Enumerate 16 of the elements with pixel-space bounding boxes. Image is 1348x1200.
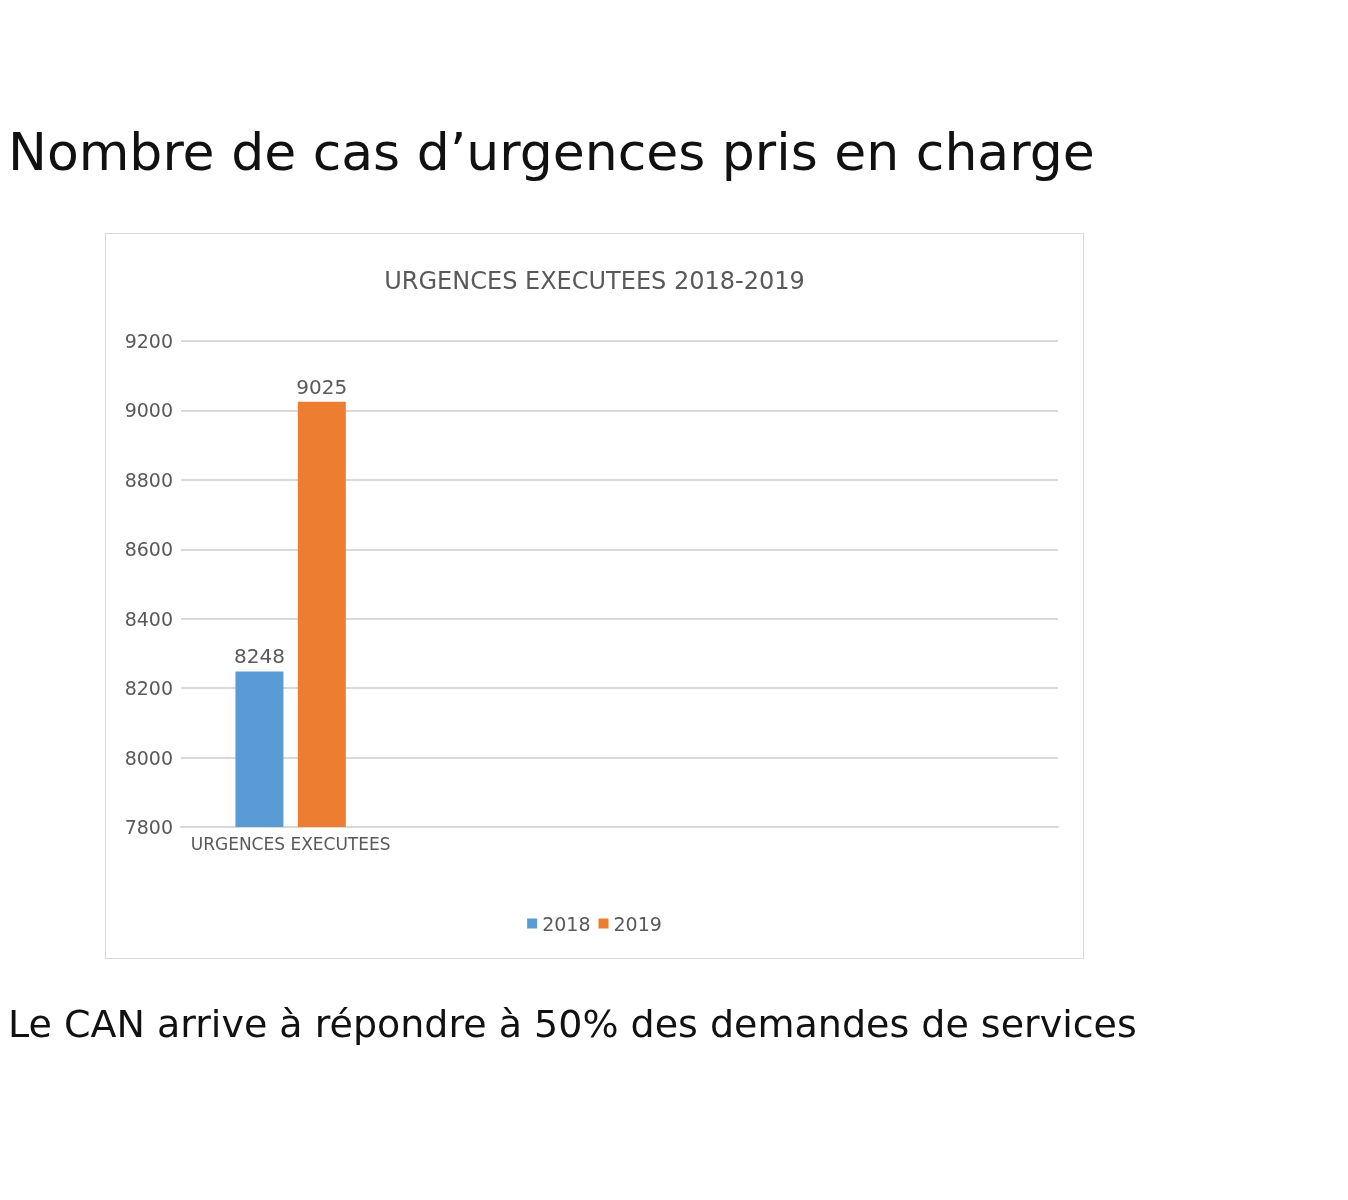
x-tick-label: URGENCES EXECUTEES: [190, 833, 391, 854]
y-tick-label: 9000: [124, 399, 173, 422]
y-tick-label: 7800: [124, 816, 173, 838]
legend-label: 2019: [613, 912, 662, 935]
y-tick-label: 8800: [124, 468, 173, 491]
data-label: 9025: [296, 374, 348, 399]
y-tick-label: 9200: [124, 330, 173, 352]
y-tick-label: 8600: [124, 538, 173, 561]
y-tick-label: 8200: [124, 677, 173, 700]
text: Le CAN arrive à répondre à 50% des demandes de services: [8, 1002, 1137, 1046]
text: URGENCES EXECUTEES 2018-2019: [384, 267, 805, 295]
legend-label: 2018: [542, 912, 591, 935]
data-label: 8248: [233, 644, 285, 669]
y-tick-label: 8000: [124, 746, 173, 769]
y-tick-label: 8400: [124, 607, 173, 630]
text: Nombre de cas d’urgences pris en charge: [8, 122, 1095, 182]
